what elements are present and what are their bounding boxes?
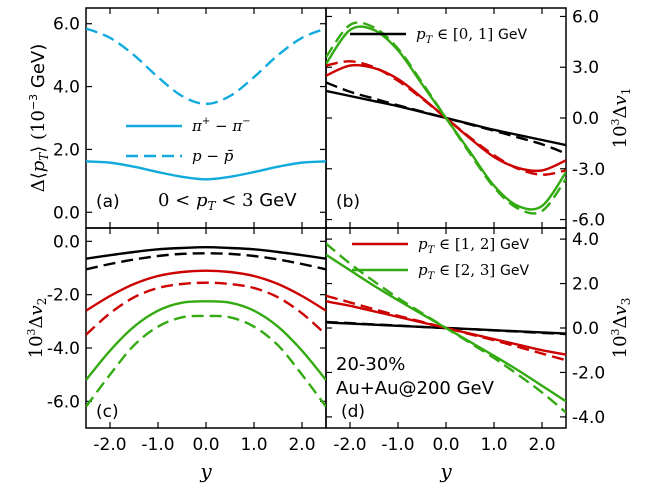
panel-c-tag: (c) <box>96 402 119 422</box>
panel-d-xtick-label: -1.0 <box>381 435 414 455</box>
panel-a-series-cyan-dashed <box>86 27 326 106</box>
panel-c-xtick-label: 0.0 <box>192 435 219 455</box>
panel-c-frame <box>85 227 327 429</box>
panel-c-series-red-dashed <box>86 281 326 336</box>
panel-d-xtick-label: -2.0 <box>333 435 366 455</box>
panel-a-ytick-label: 0.0 <box>53 203 80 223</box>
panel-d-tag: (d) <box>341 402 365 422</box>
panel-d-series-black-dashed <box>326 320 566 336</box>
panel-d-ytick-label: -4.0 <box>572 408 605 428</box>
panel-c-series-red-solid <box>86 269 326 312</box>
panel-b-ytick-label: -6.0 <box>572 211 605 231</box>
panel-a-series-cyan-solid <box>86 160 326 181</box>
panel-a-ytick-label: 6.0 <box>53 15 80 35</box>
panel-d-legend-pt12-label: pT ∈ [1, 2] GeV <box>418 235 529 256</box>
panel-d-legend-pt23-label: pT ∈ [2, 3] GeV <box>418 261 529 282</box>
panel-c-ytick-label: -4.0 <box>47 339 80 359</box>
panel-d-system-annotation: Au+Au@200 GeV <box>336 378 495 399</box>
panel-a-ytick-label: 2.0 <box>53 140 80 160</box>
panel-c-ytick-label: -2.0 <box>47 286 80 306</box>
panel-a-pt-range-annotation: 0 < pT < 3 GeV <box>158 190 297 213</box>
panel-d-ytick-label: -2.0 <box>572 363 605 383</box>
panel-d-ytick-label: 4.0 <box>572 230 599 250</box>
tick-layer: 0.0 2.0 4.0 6.0 6.0 3.0 0.0 -3.0 -6.0 0.0 -2.0 -4.0… <box>47 7 605 455</box>
panel-c-xtick-label: 1.0 <box>240 435 267 455</box>
panel-d-ylabel: 103Δv3 <box>609 298 633 359</box>
panel-b-legend-pt01-label: pT ∈ [0, 1] GeV <box>416 25 527 46</box>
panel-d-xtick-label: 1.0 <box>480 435 507 455</box>
panel-c-ytick-label: 0.0 <box>53 232 80 252</box>
panel-c-xtick-label: 2.0 <box>288 435 315 455</box>
panel-c-ylabel: 103Δv2 <box>25 298 49 359</box>
panel-c-series-black-solid <box>86 245 326 260</box>
panel-d-centrality-annotation: 20-30% <box>336 354 405 375</box>
panel-d-xtick-label: 0.0 <box>432 435 459 455</box>
panel-d-xtick-label: 2.0 <box>528 435 555 455</box>
panel-b-series-green-dashed <box>326 21 566 215</box>
panel-c-xtick-label: -1.0 <box>141 435 174 455</box>
panel-b-ytick-label: 0.0 <box>572 109 599 129</box>
curve-layer <box>86 21 566 414</box>
panel-c-ytick-label: -6.0 <box>47 392 80 412</box>
legend-layer: π+ − π− p − p̄ pT ∈ [0, 1] GeV pT ∈ [1, 2] … <box>126 25 529 282</box>
panel-b-tag: (b) <box>336 192 360 212</box>
panel-c-series-green-solid <box>86 300 326 381</box>
panel-b-ytick-label: 3.0 <box>572 58 599 78</box>
panel-a-ytick-label: 4.0 <box>53 78 80 98</box>
panel-d-xlabel: y <box>439 459 452 483</box>
panel-a-legend-proton-label: p − p̄ <box>192 147 234 165</box>
panel-a-legend-pion-label: π+ − π− <box>191 116 251 135</box>
panel-a-tag: (a) <box>96 192 120 212</box>
panel-b-ylabel: 103Δv1 <box>609 88 633 149</box>
panel-c-xtick-label: -2.0 <box>93 435 126 455</box>
panel-c-series-green-dashed <box>86 314 326 408</box>
panel-b-series-black-dashed <box>326 81 566 155</box>
panel-d-ytick-label: 2.0 <box>572 275 599 295</box>
panel-b-ytick-label: -3.0 <box>572 160 605 180</box>
panel-a-ylabel: Δ⟨pT⟩ (10−3 GeV) <box>27 44 51 193</box>
panel-d-series-green-dashed <box>326 242 566 414</box>
panel-d-ytick-label: 0.0 <box>572 319 599 339</box>
panel-c-series-black-dashed <box>86 252 326 271</box>
panel-d-series-red-dashed <box>326 294 566 362</box>
panel-c-xlabel: y <box>199 459 212 483</box>
panel-b-ytick-label: 6.0 <box>572 7 599 27</box>
